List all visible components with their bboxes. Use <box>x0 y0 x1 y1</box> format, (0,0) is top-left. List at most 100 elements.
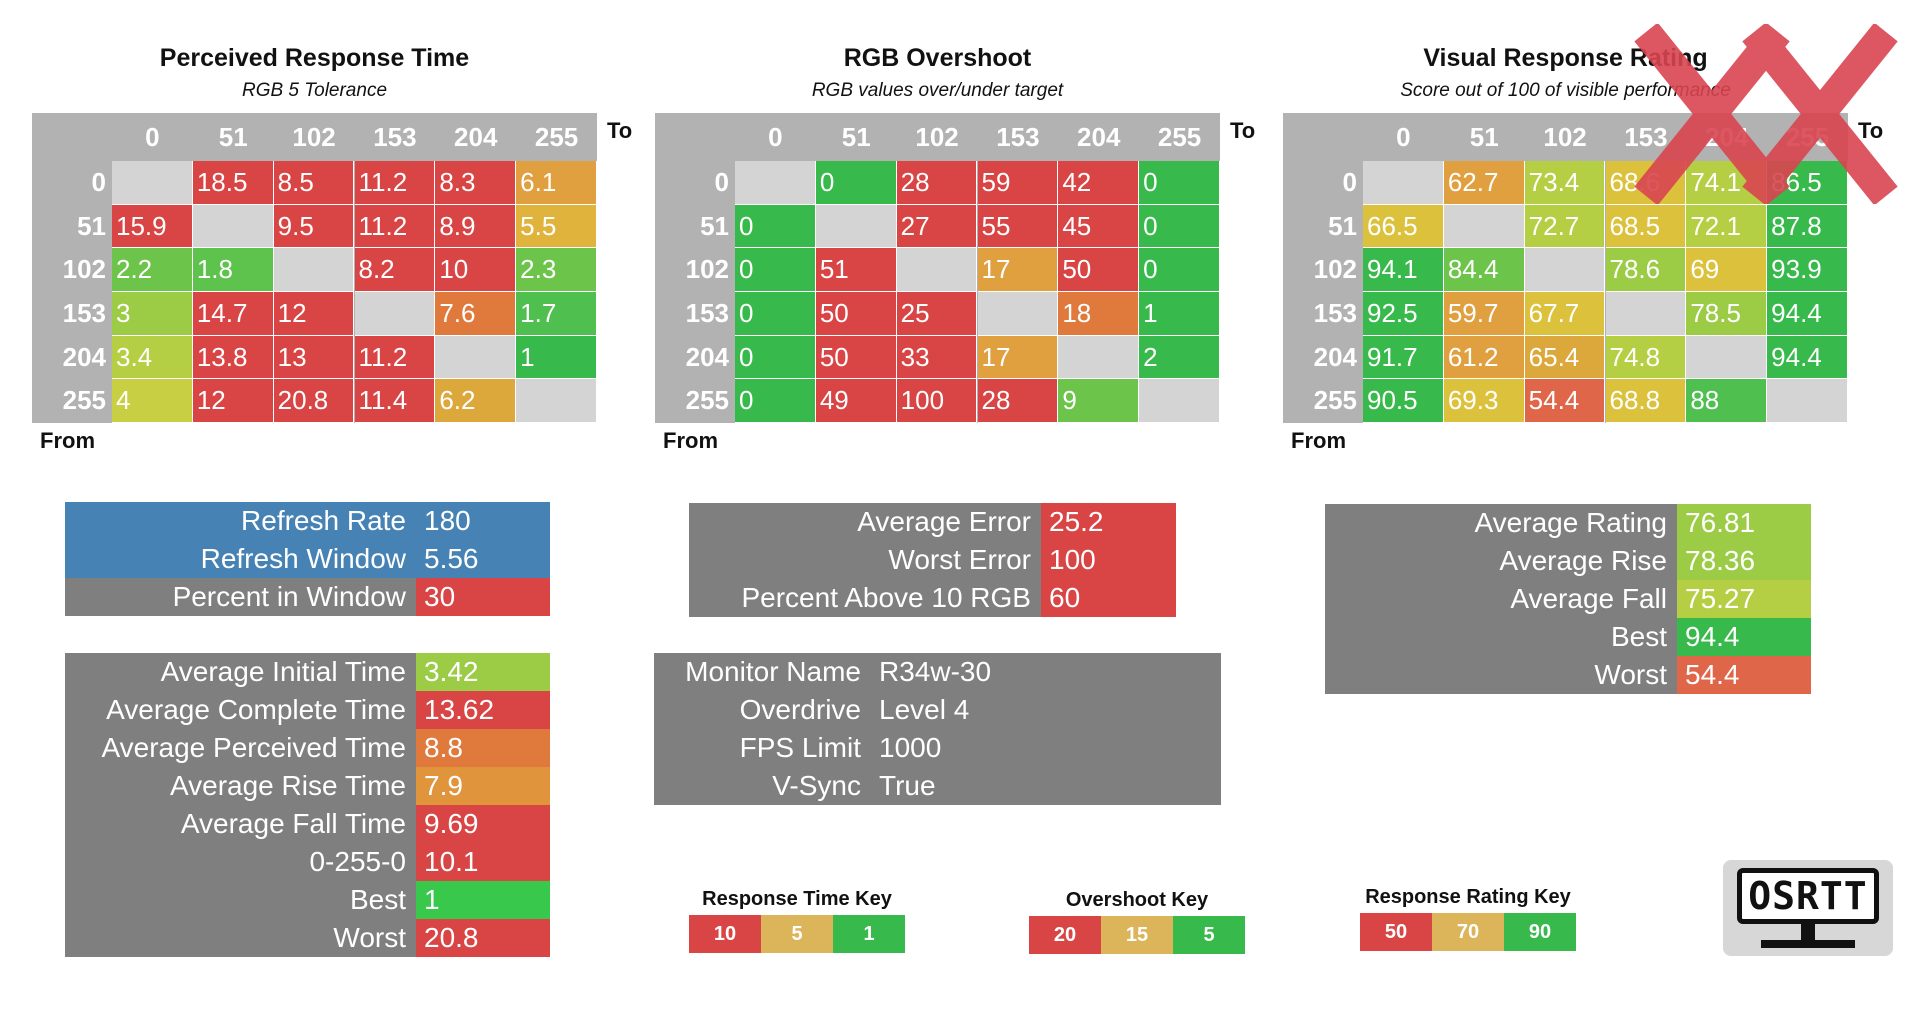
key-cell: 10 <box>689 915 761 953</box>
key-cell: 90 <box>1504 913 1576 951</box>
heatmap-cell <box>192 204 274 249</box>
heatmap-cell: 78.6 <box>1605 248 1687 292</box>
heatmap-cell <box>735 161 816 205</box>
row-header: 204 <box>685 341 729 372</box>
chart-title: RGB Overshoot <box>843 44 1032 72</box>
heatmap-cell: 49 <box>815 379 897 423</box>
heatmap-grid: 0 0 51 51 102 102 153 153 204 204 255 255 18.5 8.5 11.… <box>32 113 597 423</box>
heatmap-cell: 9 <box>1058 379 1140 423</box>
heatmap-cell: 51 <box>815 248 897 292</box>
heatmap-cell: 94.4 <box>1767 335 1848 380</box>
stat-label: Worst Error <box>689 541 1041 579</box>
osrtt-logo: OSRTT <box>1723 860 1893 956</box>
row-header: 0 <box>714 167 729 197</box>
response-rating-key: Response Rating Key 50 70 90 <box>1360 886 1576 951</box>
stat-row: Average Initial Time 3.42 <box>65 653 550 691</box>
heatmap-cell: 69 <box>1686 248 1768 292</box>
heatmap-cell <box>1605 292 1687 336</box>
heatmap-cell <box>516 379 597 423</box>
column-header: 204 <box>454 122 498 152</box>
refresh-stats-box: Refresh Rate 180 Refresh Window 5.56 Percent… <box>65 502 550 616</box>
row-header: 153 <box>685 298 729 328</box>
heatmap-cell: 11.4 <box>354 379 436 423</box>
stat-row: Overdrive Level 4 <box>654 691 1221 729</box>
from-label: From <box>40 428 95 453</box>
to-label: To <box>1858 118 1884 143</box>
row-header: 204 <box>62 341 106 372</box>
heatmap-cell: 10 <box>435 248 517 292</box>
stat-value: 78.36 <box>1677 542 1811 580</box>
stat-row: Worst Error 100 <box>689 541 1176 579</box>
heatmap-cell: 78.5 <box>1686 292 1768 336</box>
heatmap-cell: 3.4 <box>112 335 193 380</box>
heatmap-cell: 18.5 <box>192 161 274 205</box>
to-label: To <box>1230 118 1256 143</box>
logo-base <box>1761 940 1855 948</box>
column-header: 153 <box>373 122 417 152</box>
heatmap-cell <box>896 248 978 292</box>
heatmap-cell: 12 <box>192 379 274 423</box>
stat-value: 20.8 <box>416 919 550 957</box>
heatmap-cell: 59 <box>977 161 1059 205</box>
column-header: 153 <box>1624 122 1668 152</box>
heatmap-cell: 50 <box>815 335 897 380</box>
heatmap-cell: 1 <box>1139 292 1220 336</box>
stat-row: Average Fall Time 9.69 <box>65 805 550 843</box>
heatmap-cell: 13.8 <box>192 335 274 380</box>
heatmap-cell: 68.5 <box>1605 204 1687 249</box>
heatmap-cell: 8.3 <box>435 161 517 205</box>
column-header: 255 <box>534 122 579 152</box>
row-header: 255 <box>1313 385 1357 416</box>
heatmap-cell: 59.7 <box>1443 292 1525 336</box>
stat-value: True <box>871 767 1221 805</box>
column-header: 51 <box>841 122 871 152</box>
column-header: 255 <box>1157 122 1202 152</box>
stat-label: Percent Above 10 RGB <box>689 579 1041 617</box>
stat-label: Best <box>65 881 416 919</box>
stat-row: Percent Above 10 RGB 60 <box>689 579 1176 617</box>
row-header: 51 <box>77 210 106 241</box>
heatmap-cell: 50 <box>815 292 897 336</box>
heatmap-cell <box>1524 248 1606 292</box>
stat-label: Average Perceived Time <box>65 729 416 767</box>
column-header: 153 <box>996 122 1040 152</box>
key-cells: 50 70 90 <box>1360 913 1576 951</box>
heatmap-cell: 17 <box>977 248 1059 292</box>
stat-label: Average Fall Time <box>65 805 416 843</box>
heatmap-cell: 65.4 <box>1524 335 1606 380</box>
heatmap-cell: 0 <box>815 161 897 205</box>
heatmap-cell: 13 <box>273 335 355 380</box>
heatmap-cell: 1.7 <box>516 292 597 336</box>
heatmap-cell: 11.2 <box>354 161 436 205</box>
logo-stand <box>1801 924 1815 940</box>
heatmap-cell: 69.3 <box>1443 379 1525 423</box>
chart-title: Perceived Response Time <box>159 44 470 72</box>
stat-row: Average Complete Time 13.62 <box>65 691 550 729</box>
stat-value: 76.81 <box>1677 504 1811 542</box>
heatmap-cell: 74.8 <box>1605 335 1687 380</box>
heatmap-cell: 18 <box>1058 292 1140 336</box>
heatmap-cell: 100 <box>896 379 978 423</box>
row-header: 102 <box>1313 254 1357 285</box>
key-cell: 70 <box>1432 913 1504 951</box>
stat-label: Average Rise Time <box>65 767 416 805</box>
response-time-key: Response Time Key 10 5 1 <box>689 888 905 953</box>
heatmap-cell: 8.5 <box>273 161 355 205</box>
heatmap-cell: 14.7 <box>192 292 274 336</box>
heatmap-cell: 12 <box>273 292 355 336</box>
heatmap-cell: 0 <box>735 204 816 249</box>
key-title: Response Rating Key <box>1365 886 1571 908</box>
heatmap-cell: 84.4 <box>1443 248 1525 292</box>
logo-text: OSRTT <box>1737 868 1879 924</box>
heatmap-cell: 5.5 <box>516 204 597 249</box>
row-header: 51 <box>700 210 729 241</box>
heatmap-cell <box>1139 379 1220 423</box>
heatmap-cell: 91.7 <box>1363 335 1444 380</box>
stat-row: FPS Limit 1000 <box>654 729 1221 767</box>
heatmap-cell: 88 <box>1686 379 1768 423</box>
stat-value: 1 <box>416 881 550 919</box>
stat-row: Average Rise 78.36 <box>1325 542 1811 580</box>
key-cell: 5 <box>761 915 833 953</box>
stat-label: Average Fall <box>1325 580 1677 618</box>
red-x-watermark-icon <box>1634 24 1898 204</box>
